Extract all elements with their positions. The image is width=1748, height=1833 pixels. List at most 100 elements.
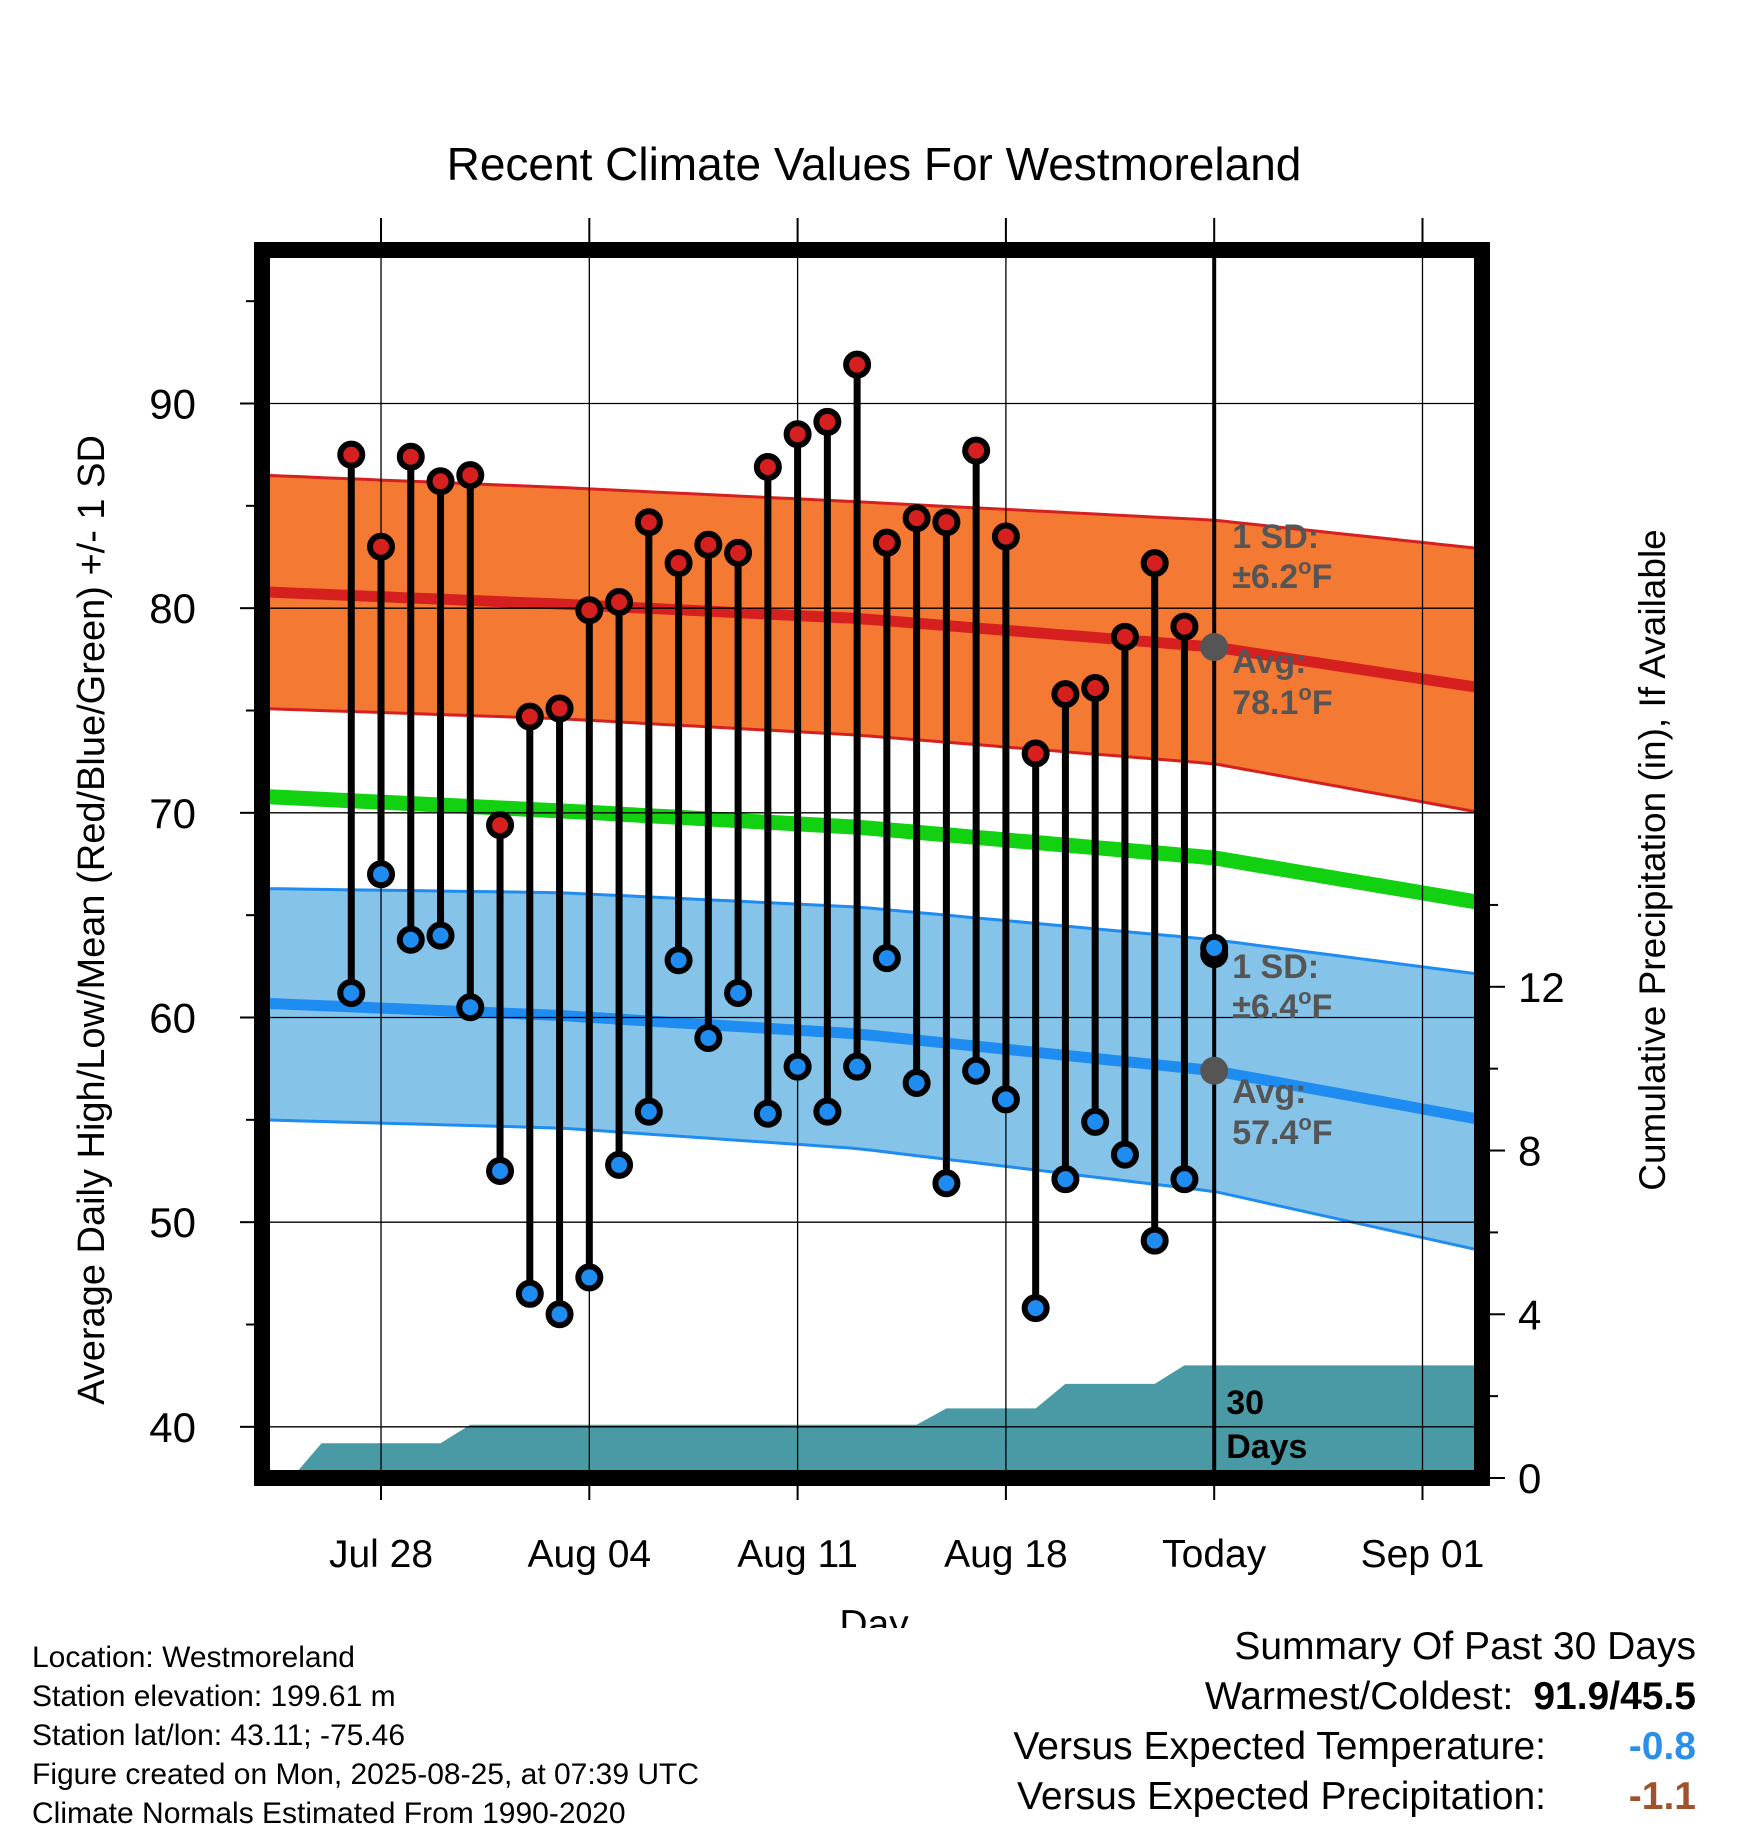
- daily-low-point: [337, 978, 366, 1007]
- daily-low-point: [1051, 1165, 1080, 1194]
- daily-low-point: [396, 925, 425, 954]
- summary-panel: Summary Of Past 30 Days Warmest/Coldest:…: [1013, 1625, 1696, 1825]
- daily-high-point: [426, 467, 455, 496]
- daily-high-point: [1021, 739, 1050, 768]
- daily-low-point: [724, 978, 753, 1007]
- daily-low-point: [575, 1263, 604, 1292]
- low-sd-band: [262, 888, 1482, 1251]
- daily-high-point: [367, 532, 396, 561]
- daily-high-point: [515, 702, 544, 731]
- daily-low-point: [1021, 1294, 1050, 1323]
- normals-text: Climate Normals Estimated From 1990-2020: [32, 1797, 626, 1830]
- y2-tick-label-8: 8: [1518, 1128, 1541, 1175]
- daily-high-point: [605, 588, 634, 617]
- high-sd-band: [262, 475, 1482, 813]
- daily-high-point: [1170, 612, 1199, 641]
- y-tick-label-50: 50: [149, 1199, 196, 1246]
- warmest-coldest-label: Warmest/Coldest:: [1204, 1675, 1514, 1718]
- daily-high-point: [753, 452, 782, 481]
- daily-high-point: [813, 407, 842, 436]
- daily-low-point: [486, 1157, 515, 1185]
- climate-chart: Recent Climate Values For Westmoreland 1…: [71, 138, 1673, 1628]
- precip-value: -1.1: [1628, 1775, 1696, 1818]
- daily-high-point: [843, 350, 872, 379]
- chart-title: Recent Climate Values For Westmoreland: [447, 138, 1302, 190]
- daily-low-point: [456, 993, 485, 1022]
- warmest-coldest-value: 91.9/45.5: [1533, 1675, 1696, 1718]
- low-avg-label: Avg:: [1232, 1073, 1306, 1111]
- low-sd-band-lower-edge: [262, 1118, 1482, 1253]
- today-high-normal-marker: [1200, 633, 1229, 662]
- daily-low-point: [872, 944, 901, 973]
- daily-low-point: [991, 1085, 1020, 1114]
- daily-high-point: [1110, 622, 1139, 651]
- x-tick-label-1: Aug 04: [528, 1533, 652, 1576]
- daily-high-point: [575, 596, 604, 625]
- y-tick-label-90: 90: [149, 381, 196, 428]
- axes: 40 50 60 70 80 90 0 4 8 12 Jul 28 Aug 04 Aug 11 Aug 1…: [149, 218, 1565, 1576]
- summary-heading: Summary Of Past 30 Days: [1234, 1625, 1696, 1668]
- created-text: Figure created on Mon, 2025-08-25, at 07…: [32, 1758, 700, 1791]
- daily-low-point: [1170, 1165, 1199, 1194]
- elevation-text: Station elevation: 199.61 m: [32, 1680, 396, 1713]
- daily-low-point: [1140, 1226, 1169, 1255]
- daily-high-point: [783, 420, 812, 449]
- low-sd-label: 1 SD:: [1232, 948, 1319, 986]
- daily-low-point: [1200, 933, 1229, 962]
- summary-warmest-coldest: Warmest/Coldest: 91.9/45.5: [1013, 1675, 1696, 1725]
- high-sd-value: ±6.2oF: [1232, 554, 1332, 596]
- y2-axis-title: Cumulative Precipitation (in), If Availa…: [1632, 529, 1673, 1191]
- days-number-label: 30: [1226, 1384, 1264, 1422]
- x-tick-label-5: Sep 01: [1361, 1533, 1485, 1576]
- mean-normal-line: [262, 789, 1482, 911]
- daily-high-point: [396, 442, 425, 471]
- high-sd-band-lower-edge: [262, 707, 1482, 815]
- daily-low-point: [843, 1052, 872, 1081]
- daily-low-point: [813, 1097, 842, 1126]
- x-tick-label-0: Jul 28: [329, 1533, 433, 1576]
- daily-high-point: [456, 461, 485, 490]
- temp-value: -0.8: [1628, 1725, 1696, 1768]
- daily-high-point: [872, 528, 901, 557]
- daily-high-point: [902, 504, 931, 533]
- daily-low-point: [783, 1052, 812, 1081]
- high-normal-line: [262, 586, 1482, 694]
- y-tick-label-70: 70: [149, 790, 196, 837]
- y2-tick-label-0: 0: [1518, 1455, 1541, 1502]
- y2-tick-label-4: 4: [1518, 1291, 1541, 1338]
- daily-low-point: [902, 1068, 931, 1097]
- latlon-text: Station lat/lon: 43.11; -75.46: [32, 1719, 406, 1752]
- daily-high-point: [337, 440, 366, 469]
- low-sd-value: ±6.4oF: [1232, 984, 1332, 1026]
- today-low-normal-marker: [1200, 1056, 1229, 1085]
- precip-area: [262, 1365, 1482, 1478]
- daily-low-point: [545, 1300, 574, 1329]
- station-metadata: Location: Westmoreland Station elevation…: [32, 1638, 699, 1833]
- daily-high-point: [1140, 549, 1169, 578]
- location-text: Location: Westmoreland: [32, 1641, 355, 1674]
- high-sd-label: 1 SD:: [1232, 518, 1319, 556]
- plot-frame: [254, 242, 1490, 1486]
- low-sd-band-upper-edge: [262, 887, 1482, 976]
- y-tick-label-60: 60: [149, 995, 196, 1042]
- daily-low-point: [694, 1023, 723, 1052]
- daily-high-point: [991, 522, 1020, 551]
- daily-low-point: [367, 860, 396, 889]
- daily-high-point: [694, 530, 723, 559]
- daily-high-point: [932, 508, 961, 537]
- x-tick-label-3: Aug 18: [944, 1533, 1068, 1576]
- x-tick-label-2: Aug 11: [737, 1533, 858, 1576]
- daily-low-point: [962, 1056, 991, 1085]
- precip-label: Versus Expected Precipitation:: [1017, 1775, 1546, 1818]
- plot-content: [262, 250, 1482, 1478]
- daily-high-point: [1081, 673, 1110, 702]
- daily-high-point: [724, 538, 753, 567]
- daily-low-point: [1081, 1107, 1110, 1136]
- daily-high-point: [486, 811, 515, 840]
- daily-low-point: [664, 946, 693, 975]
- y-axis-title: Average Daily High/Low/Mean (Red/Blue/Gr…: [71, 435, 113, 1405]
- daily-low-point: [753, 1099, 782, 1128]
- daily-high-point: [962, 436, 991, 465]
- daily-low-point: [634, 1097, 663, 1126]
- low-avg-value: 57.4oF: [1232, 1110, 1332, 1152]
